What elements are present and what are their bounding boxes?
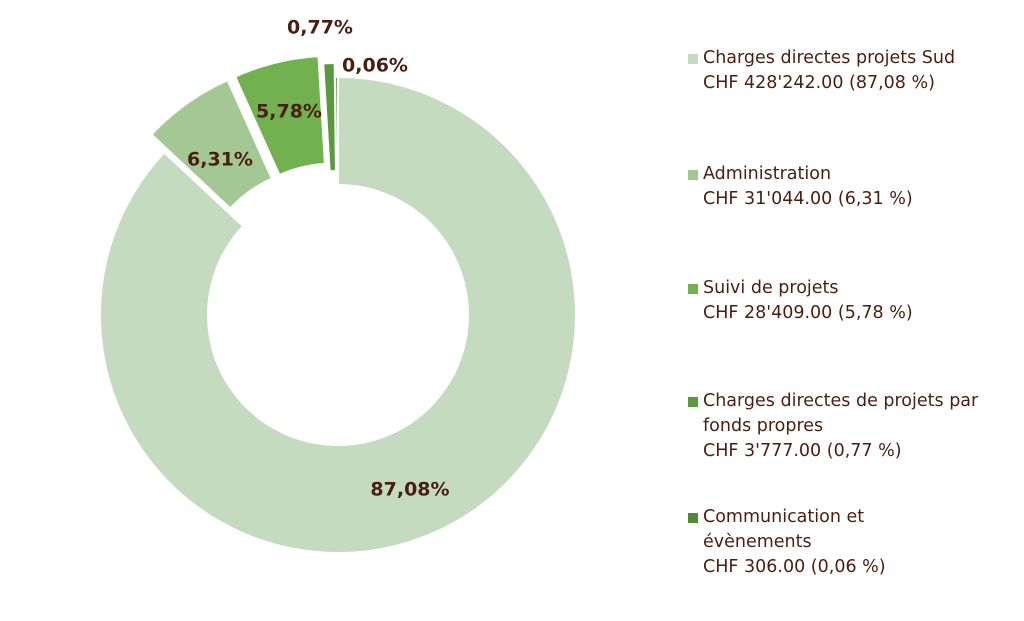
donut-slice-4 xyxy=(334,75,339,187)
legend-name: Administration xyxy=(703,164,832,184)
legend-swatch-icon xyxy=(688,170,698,180)
legend-text: Communication et évènements CHF 306.00 (… xyxy=(703,505,1018,580)
slice-percent-label-4: 0,06% xyxy=(342,55,408,77)
legend-text: Suivi de projets CHF 28'409.00 (5,78 %) xyxy=(703,276,1018,326)
slice-percent-label-0: 87,08% xyxy=(370,479,449,501)
legend-value: CHF 3'777.00 (0,77 %) xyxy=(703,441,902,461)
legend-text: Charges directes projets Sud CHF 428'242… xyxy=(703,46,1018,96)
legend-swatch-icon xyxy=(688,397,698,407)
donut-svg: 87,08% 6,31% 5,78% 0,77% 0,06% xyxy=(99,17,577,554)
legend-text: Charges directes de projets par fonds pr… xyxy=(703,389,1018,464)
legend-value: CHF 428'242.00 (87,08 %) xyxy=(703,73,935,93)
legend-text: Administration CHF 31'044.00 (6,31 %) xyxy=(703,162,1018,212)
donut-chart: 87,08% 6,31% 5,78% 0,77% 0,06% xyxy=(99,17,577,554)
legend-swatch-icon xyxy=(688,284,698,294)
legend-value: CHF 306.00 (0,06 %) xyxy=(703,557,886,577)
slice-percent-label-1: 6,31% xyxy=(187,149,253,171)
legend-name: Suivi de projets xyxy=(703,278,839,298)
donut-slice-1 xyxy=(149,78,274,210)
slice-percent-label-2: 5,78% xyxy=(256,101,322,123)
legend-name: Charges directes projets Sud xyxy=(703,48,956,68)
legend-name: Communication et évènements xyxy=(703,507,865,552)
legend-value: CHF 28'409.00 (5,78 %) xyxy=(703,303,913,323)
slice-percent-label-3: 0,77% xyxy=(287,17,353,39)
legend-name: Charges directes de projets par fonds pr… xyxy=(703,391,979,436)
donut-slice-2 xyxy=(233,55,326,177)
legend-swatch-icon xyxy=(688,54,698,64)
legend-swatch-icon xyxy=(688,513,698,523)
donut-slice-0 xyxy=(99,75,577,554)
legend-value: CHF 31'044.00 (6,31 %) xyxy=(703,189,913,209)
